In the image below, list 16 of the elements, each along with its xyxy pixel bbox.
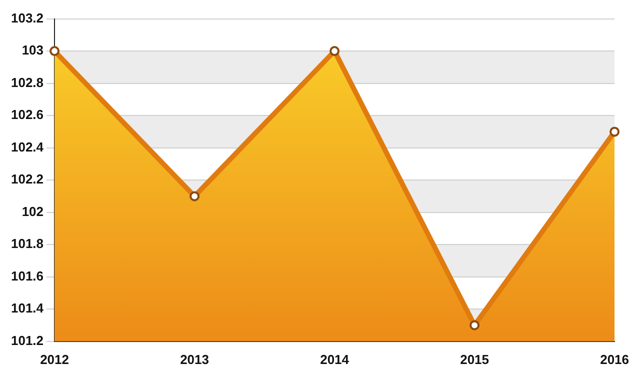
y-tick-label: 102.2: [10, 172, 44, 187]
x-tick-label: 2016: [600, 352, 629, 367]
x-tick-label: 2014: [320, 352, 350, 367]
y-tick-label: 102.6: [10, 107, 44, 122]
y-tick-label: 101.8: [10, 236, 44, 252]
y-tick-label: 102.8: [10, 74, 44, 90]
x-tick-label: 2015: [460, 352, 489, 367]
x-tick-label: 2012: [40, 352, 69, 367]
x-tick-label: 2013: [180, 352, 209, 367]
y-tick-label: 102.4: [10, 139, 44, 154]
y-tick-label: 103.2: [10, 10, 44, 26]
y-tick-label: 103: [22, 42, 44, 58]
y-tick-label: 101.2: [10, 332, 44, 348]
y-tick-label: 101.4: [10, 300, 44, 316]
y-tick-label: 102: [22, 204, 44, 219]
y-tick-label: 101.6: [10, 268, 44, 284]
